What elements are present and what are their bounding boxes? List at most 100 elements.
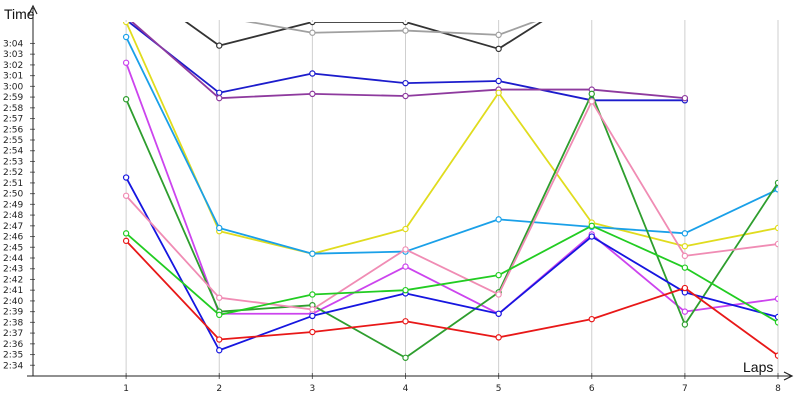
y-tick-label: 3:03 xyxy=(3,50,23,60)
data-point xyxy=(216,42,223,49)
y-tick-label: 2:52 xyxy=(3,168,23,178)
y-tick-label: 2:54 xyxy=(3,147,23,157)
data-point xyxy=(589,0,594,3)
data-point xyxy=(122,59,130,66)
x-axis-title: Laps xyxy=(743,359,773,375)
data-point xyxy=(495,77,502,85)
data-point xyxy=(309,312,316,320)
y-tick-label: 2:58 xyxy=(3,104,23,114)
y-tick-labels: 2:342:352:362:372:382:392:402:412:422:43… xyxy=(3,39,23,371)
x-axis-arrow xyxy=(783,371,794,381)
x-tick-labels: 1 2 3 4 5 6 7 8 xyxy=(123,384,781,394)
data-point xyxy=(309,90,316,98)
y-tick-label: 2:36 xyxy=(3,340,23,350)
y-tick-label: 2:43 xyxy=(3,265,23,275)
y-tick-label: 2:51 xyxy=(3,179,23,189)
data-point xyxy=(216,311,223,319)
data-point xyxy=(309,22,316,26)
y-tick-label: 2:45 xyxy=(3,243,23,253)
data-point xyxy=(122,192,130,199)
data-point xyxy=(122,22,130,26)
data-point xyxy=(309,70,316,77)
series-line xyxy=(125,36,778,255)
y-tick-label: 2:46 xyxy=(3,233,23,243)
data-point xyxy=(122,33,130,41)
y-axis-arrow xyxy=(28,4,38,15)
series-line xyxy=(125,240,778,357)
data-point xyxy=(402,79,409,87)
data-point xyxy=(774,224,778,232)
data-point xyxy=(495,89,502,97)
data-point xyxy=(681,308,689,315)
series-10 xyxy=(122,98,778,313)
data-point xyxy=(588,315,595,323)
y-tick-label: 3:04 xyxy=(3,39,23,49)
data-point xyxy=(774,352,778,359)
data-point xyxy=(588,233,595,240)
data-point xyxy=(495,216,502,223)
data-point xyxy=(681,284,689,292)
data-point xyxy=(681,321,689,328)
y-tick-label: 2:47 xyxy=(3,222,23,232)
x-tick-label: 4 xyxy=(403,384,409,394)
data-point xyxy=(402,263,409,270)
data-point xyxy=(495,271,502,279)
data-point xyxy=(681,230,689,237)
data-point xyxy=(774,313,778,321)
series-line xyxy=(125,92,778,359)
data-point xyxy=(216,89,223,97)
series-line xyxy=(245,22,537,36)
x-tick-label: 6 xyxy=(589,384,595,394)
series-group xyxy=(122,0,778,361)
data-point xyxy=(124,14,129,19)
y-tick-label: 2:53 xyxy=(3,157,23,167)
series-9 xyxy=(122,174,778,354)
series-6 xyxy=(122,33,778,257)
series-12 xyxy=(122,237,778,359)
data-point xyxy=(774,295,778,302)
y-tick-label: 2:56 xyxy=(3,125,23,135)
data-point xyxy=(495,291,502,298)
data-point xyxy=(402,27,409,34)
y-tick-label: 2:35 xyxy=(3,351,23,361)
y-tick-label: 3:00 xyxy=(3,82,23,92)
data-point xyxy=(495,31,502,39)
data-point xyxy=(402,286,409,294)
series-11 xyxy=(122,222,778,326)
data-point xyxy=(588,90,595,98)
x-tick-label: 8 xyxy=(775,384,781,394)
axes xyxy=(27,4,794,381)
data-point xyxy=(309,306,316,313)
data-point xyxy=(309,328,316,336)
data-point xyxy=(495,310,502,317)
data-point xyxy=(122,237,130,245)
x-tick-label: 2 xyxy=(216,384,222,394)
y-tick-label: 2:42 xyxy=(3,275,23,285)
x-tick-label: 5 xyxy=(496,384,502,394)
data-point xyxy=(681,94,689,102)
y-tick-label: 3:01 xyxy=(3,72,23,82)
series-4 xyxy=(124,14,689,102)
series-line xyxy=(125,224,778,324)
data-point xyxy=(402,225,409,233)
data-point xyxy=(402,318,409,325)
data-point xyxy=(402,92,409,100)
data-point xyxy=(124,0,129,3)
series-line xyxy=(184,22,543,50)
data-point xyxy=(402,354,409,361)
y-tick-label: 2:44 xyxy=(3,254,23,264)
data-point xyxy=(681,264,689,271)
data-point xyxy=(122,230,130,237)
y-tick-label: 2:37 xyxy=(3,329,23,339)
y-tick-label: 2:48 xyxy=(3,211,23,221)
series-line xyxy=(125,177,778,352)
data-point xyxy=(495,334,502,341)
y-tick-label: 2:41 xyxy=(3,286,23,296)
y-axis-title: Time xyxy=(4,6,35,22)
data-point xyxy=(681,242,689,250)
data-point xyxy=(216,336,223,343)
data-point xyxy=(309,250,316,257)
series-5 xyxy=(122,22,778,257)
y-tick-label: 2:57 xyxy=(3,115,23,125)
